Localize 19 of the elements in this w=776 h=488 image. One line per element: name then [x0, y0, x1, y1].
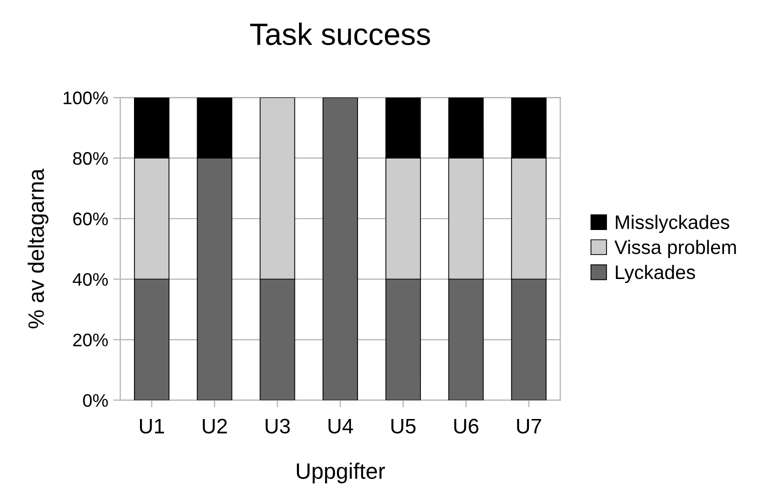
y-tick-label: 80%: [73, 152, 108, 165]
chart-title: Task success: [250, 22, 430, 46]
x-tick-label: U6: [454, 418, 478, 434]
y-tick-label: 100%: [64, 92, 108, 104]
y-tick-label: 20%: [73, 334, 108, 346]
y-tick-label: 40%: [72, 273, 108, 286]
legend-label: Misslyckades: [616, 214, 730, 233]
x-tick-label: U3: [266, 418, 290, 434]
y-tick-label: 60%: [73, 212, 108, 226]
legend-label: Lyckades: [616, 264, 696, 284]
x-tick-label: U2: [202, 418, 227, 434]
y-axis-title: % av deltagarna: [28, 168, 48, 328]
x-tick-label: U4: [328, 418, 353, 434]
y-tick-label: 0%: [83, 394, 108, 407]
legend-label: Vissa problem: [614, 240, 736, 258]
x-tick-label: U1: [140, 418, 164, 434]
x-tick-label: U7: [517, 418, 542, 434]
x-axis-title: Uppgifter: [296, 462, 385, 484]
x-tick-label: U5: [391, 418, 416, 434]
